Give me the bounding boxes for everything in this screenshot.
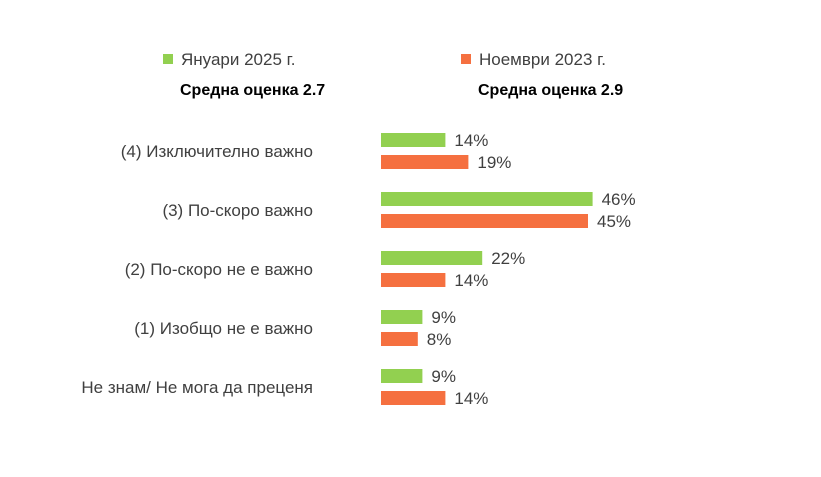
value-labels: 14%19%46%45%22%14%9%8%9%14% (427, 131, 636, 408)
category-label-4: Не знам/ Не мога да преценя (81, 378, 313, 397)
legend: Януари 2025 г. Средна оценка 2.7 Ноември 2… (163, 50, 623, 99)
legend-label-1: Ноември 2023 г. (479, 50, 606, 69)
bar-1-2 (381, 273, 446, 287)
bar-0-2 (381, 251, 483, 265)
value-label-0-0: 14% (454, 131, 488, 150)
bar-0-4 (381, 369, 423, 383)
legend-swatch-1 (461, 54, 471, 64)
value-label-0-4: 9% (431, 367, 456, 386)
average-label-0: Средна оценка 2.7 (180, 82, 325, 99)
category-label-0: (4) Изключително важно (121, 142, 313, 161)
value-label-0-1: 46% (602, 190, 636, 209)
value-label-1-2: 14% (454, 271, 488, 290)
value-label-0-2: 22% (491, 249, 525, 268)
bar-1-1 (381, 214, 588, 228)
legend-swatch-0 (163, 54, 173, 64)
value-label-1-3: 8% (427, 330, 452, 349)
bar-1-4 (381, 391, 446, 405)
value-label-0-3: 9% (431, 308, 456, 327)
bar-0-3 (381, 310, 423, 324)
value-label-1-1: 45% (597, 212, 631, 231)
bars (381, 133, 593, 405)
average-label-1: Средна оценка 2.9 (478, 82, 623, 99)
bar-1-3 (381, 332, 418, 346)
value-label-1-4: 14% (454, 389, 488, 408)
category-label-1: (3) По-скоро важно (162, 201, 313, 220)
bar-1-0 (381, 155, 469, 169)
category-label-3: (1) Изобщо не е важно (134, 319, 313, 338)
bar-0-0 (381, 133, 446, 147)
bar-0-1 (381, 192, 593, 206)
legend-label-0: Януари 2025 г. (181, 50, 296, 69)
category-label-2: (2) По-скоро не е важно (125, 260, 313, 279)
category-labels: (4) Изключително важно (3) По-скоро важно… (81, 142, 313, 397)
value-label-1-0: 19% (477, 153, 511, 172)
